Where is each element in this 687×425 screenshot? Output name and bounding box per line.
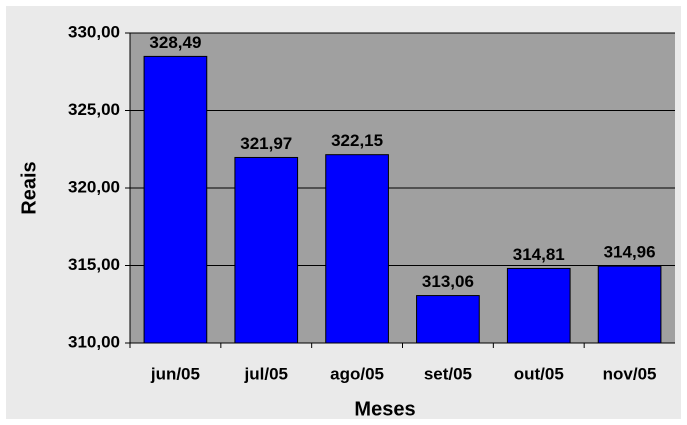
bar: [597, 265, 662, 344]
x-tick-label: jun/05: [150, 364, 200, 383]
y-tick-label: 320,00: [68, 177, 120, 196]
y-tick-label: 325,00: [68, 100, 120, 119]
bar: [143, 55, 208, 344]
y-axis-title: Reais: [18, 161, 40, 214]
bar: [416, 295, 480, 344]
x-tick-label: nov/05: [603, 364, 657, 383]
x-tick-label: jul/05: [244, 364, 288, 383]
x-tick-label: out/05: [514, 364, 564, 383]
y-tick-label: 315,00: [68, 255, 120, 274]
value-label: 314,96: [604, 243, 656, 262]
y-tick-label: 330,00: [68, 22, 120, 41]
bar: [325, 154, 389, 344]
value-label: 322,15: [331, 131, 383, 150]
y-tick-label: 310,00: [68, 332, 120, 351]
value-label: 313,06: [422, 272, 474, 291]
value-label: 314,81: [513, 245, 565, 264]
bar: [234, 156, 299, 344]
value-label: 328,49: [149, 33, 201, 52]
x-tick-label: set/05: [424, 364, 472, 383]
x-axis-title: Meses: [354, 398, 415, 420]
value-label: 321,97: [240, 134, 292, 153]
bar: [506, 267, 571, 344]
x-tick-label: ago/05: [330, 364, 384, 383]
